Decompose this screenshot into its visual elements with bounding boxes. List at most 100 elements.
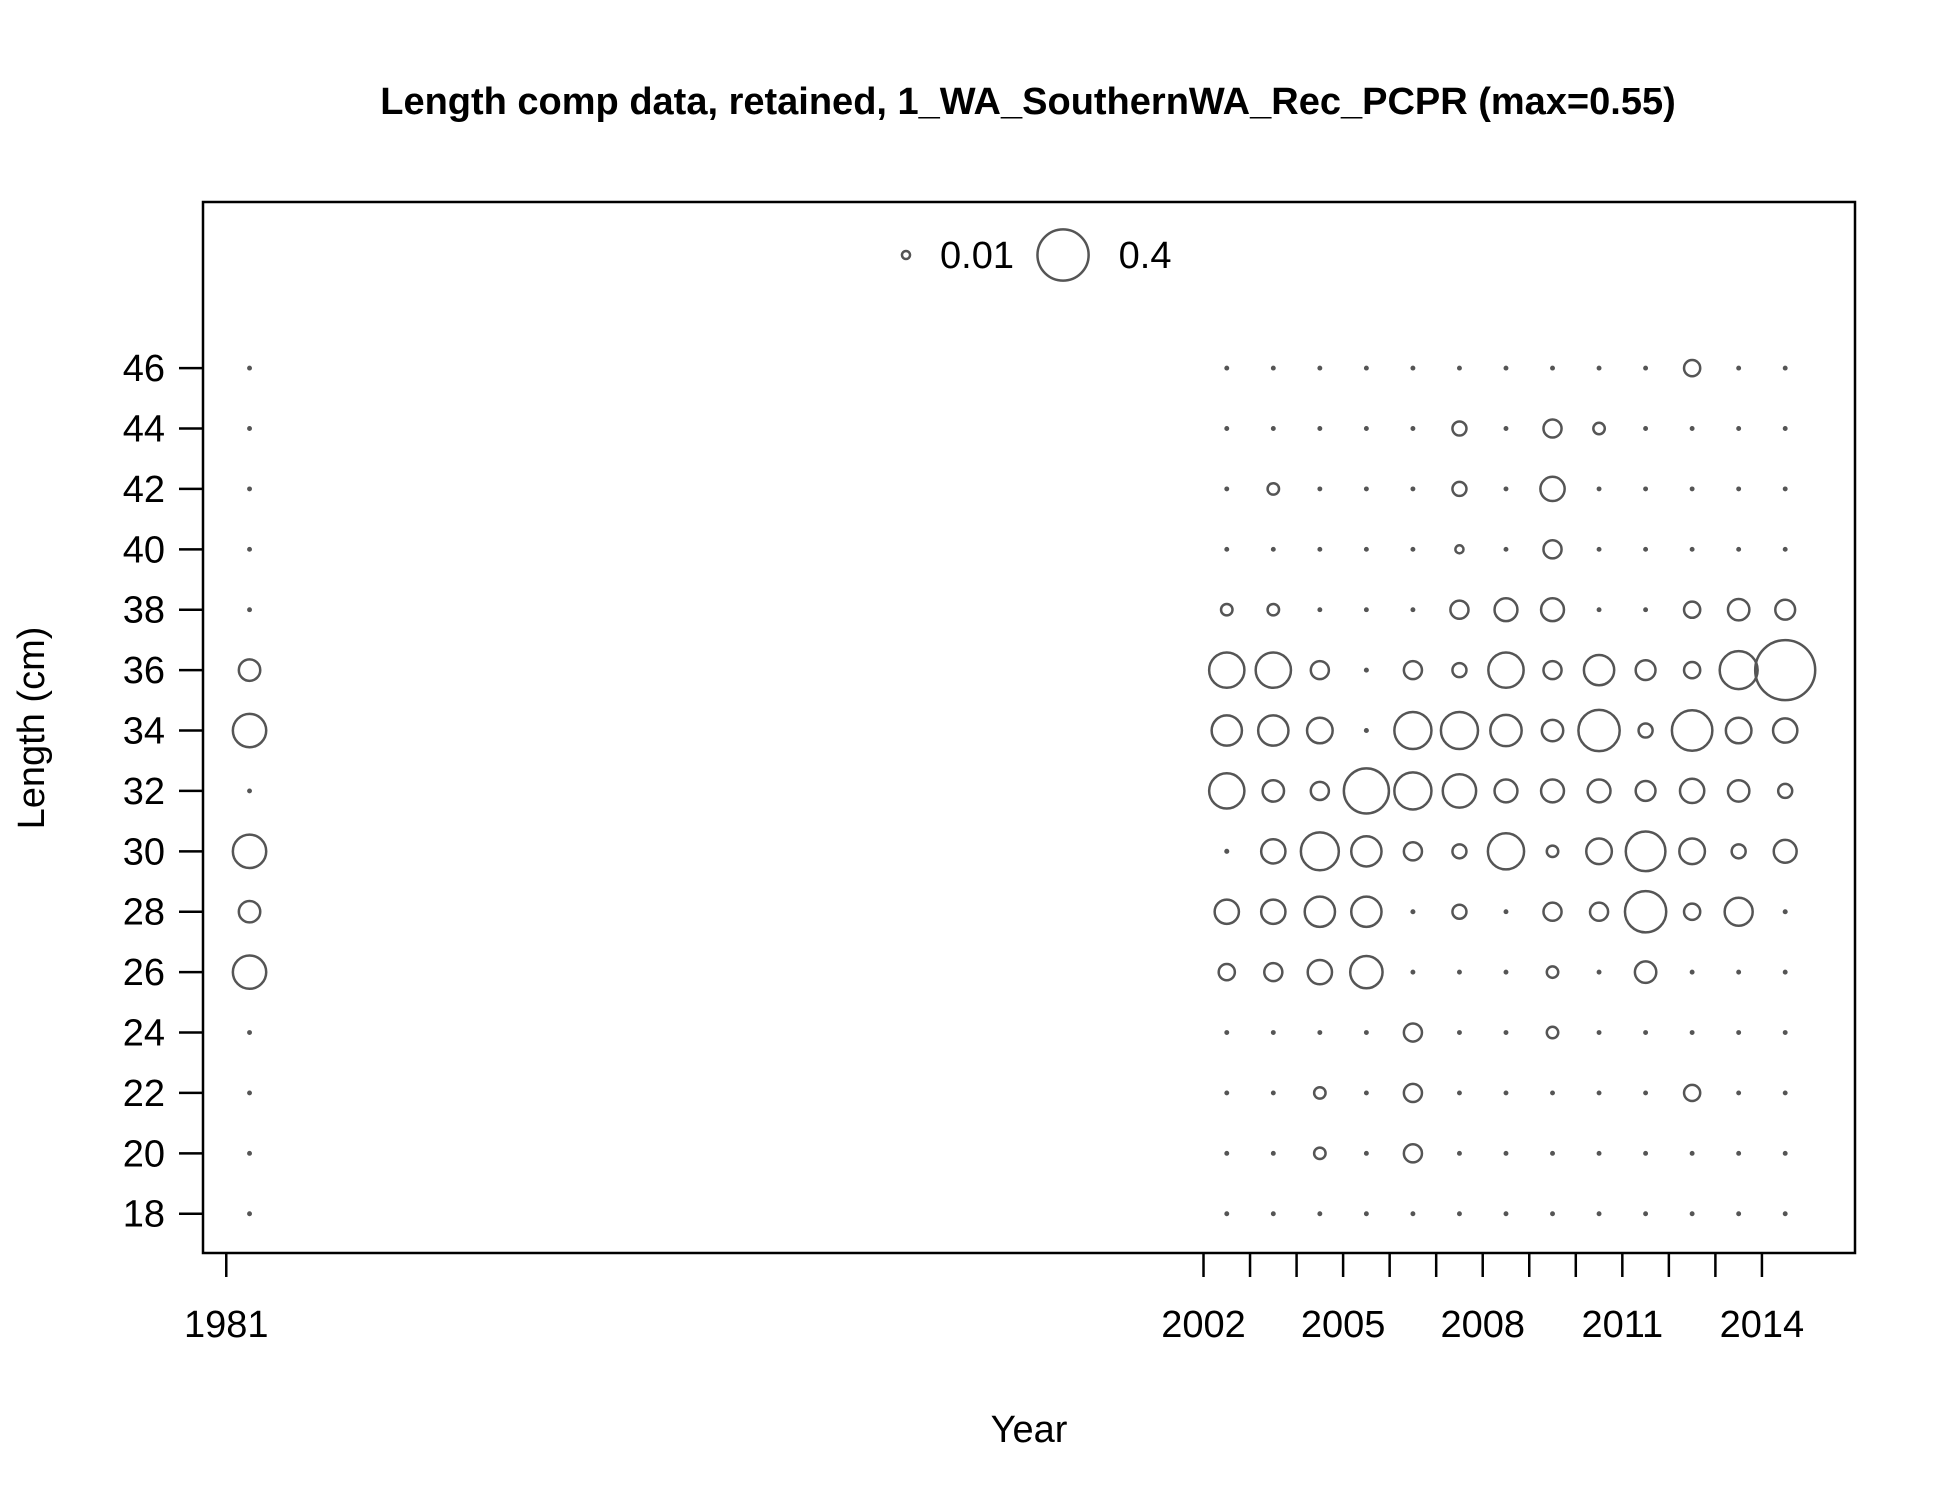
bubble-point — [1439, 710, 1480, 751]
bubble-point — [1402, 1143, 1424, 1164]
bubble-point — [1457, 1090, 1462, 1096]
bubble-point — [1451, 661, 1468, 679]
bubble-point — [1317, 486, 1323, 492]
bubble-point — [1486, 831, 1526, 871]
bubble-point — [1451, 420, 1468, 437]
bubble-point — [1457, 1211, 1462, 1217]
bubble-point — [1317, 365, 1323, 371]
bubble-point — [1503, 909, 1509, 915]
bubble-point — [1736, 426, 1742, 431]
y-axis-label: Length (cm) — [11, 627, 53, 830]
bubble-point — [1678, 837, 1707, 866]
bubble-point — [1782, 1211, 1788, 1217]
y-tick-label: 22 — [123, 1073, 165, 1115]
bubble-point — [1634, 779, 1657, 803]
bubble-point — [1410, 426, 1416, 431]
y-tick-label: 44 — [123, 409, 165, 451]
bubble-point — [1596, 365, 1602, 371]
bubble-point — [1363, 1211, 1369, 1217]
bubble-point — [1224, 1090, 1230, 1096]
y-tick-label: 34 — [123, 711, 165, 753]
bubble-point — [1539, 778, 1566, 804]
bubble-point — [1592, 421, 1607, 436]
bubble-point — [1550, 365, 1555, 371]
bubble-point — [1596, 1030, 1602, 1035]
bubble-point — [1363, 1150, 1369, 1156]
bubble-point — [1457, 365, 1462, 371]
bubble-point — [1772, 838, 1798, 865]
bubble-point — [1623, 889, 1668, 934]
x-tick-label: 2011 — [1581, 1304, 1663, 1346]
bubble-point — [1736, 1211, 1742, 1217]
bubble-point — [1596, 607, 1602, 613]
bubble-point — [247, 1030, 252, 1035]
x-tick-label: 2014 — [1720, 1304, 1805, 1346]
bubble-point — [1493, 778, 1519, 804]
bubble-point — [1539, 475, 1566, 503]
bubble-point — [1270, 365, 1276, 371]
bubble-point — [1410, 365, 1416, 371]
bubble-point — [1689, 1211, 1695, 1217]
bubble-point — [1410, 909, 1416, 915]
bubble-point — [237, 658, 262, 683]
bubble-point — [1317, 546, 1323, 552]
bubble-point — [1582, 653, 1616, 687]
bubble-point — [1550, 1150, 1555, 1156]
bubble-point — [1545, 844, 1560, 859]
bubble-point — [247, 365, 252, 371]
bubble-point — [231, 954, 268, 991]
bubble-point — [1259, 898, 1287, 926]
bubble-point — [1363, 426, 1369, 431]
bubble-point — [1402, 1022, 1424, 1043]
bubble-point — [1689, 1150, 1695, 1156]
bubble-point — [247, 788, 252, 794]
y-tick-label: 38 — [123, 590, 165, 632]
y-tick-label: 36 — [123, 650, 165, 692]
bubble-point — [1682, 902, 1702, 922]
x-tick-label: 2008 — [1440, 1304, 1525, 1346]
bubble-point — [1682, 600, 1702, 620]
bubble-point — [1782, 969, 1788, 975]
x-axis-label: Year — [991, 1409, 1068, 1451]
bubble-point — [1682, 1083, 1702, 1103]
bubble-point — [1451, 843, 1468, 860]
bubble-point — [1782, 426, 1788, 431]
bubble-point — [1402, 659, 1424, 681]
bubble-point — [237, 899, 262, 924]
bubble-point — [231, 833, 268, 870]
bubble-point — [1753, 638, 1817, 702]
bubble-point — [1393, 710, 1433, 751]
bubble-point — [1670, 709, 1714, 752]
bubble-point — [1503, 1090, 1509, 1096]
bubble-point — [1730, 843, 1747, 860]
bubble-point — [1224, 486, 1230, 492]
legend: 0.01 0.4 — [900, 228, 1171, 282]
bubble-point — [1363, 365, 1369, 371]
bubble-point — [247, 546, 252, 552]
bubble-point — [1349, 834, 1383, 868]
bubble-point — [1441, 772, 1478, 809]
bubble-point — [1782, 1150, 1788, 1156]
bubble-point — [1634, 658, 1657, 682]
bubble-point — [1349, 895, 1383, 929]
legend-bubble — [900, 249, 912, 261]
y-tick-label: 30 — [123, 831, 165, 873]
bubble-point — [1596, 546, 1602, 552]
bubble-point — [1503, 486, 1509, 492]
bubble-point — [1224, 848, 1230, 854]
bubble-point — [1457, 969, 1462, 975]
bubble-point — [1682, 358, 1702, 378]
bubble-point — [1402, 1082, 1424, 1104]
bubble-point — [1207, 772, 1246, 810]
legend-bubble — [1036, 228, 1090, 282]
bubble-point — [1410, 969, 1416, 975]
bubble-point — [1213, 898, 1241, 926]
bubble-point — [1503, 426, 1509, 431]
bubble-point — [1266, 481, 1281, 496]
bubble-point — [1305, 716, 1334, 745]
bubble-layer — [231, 358, 1817, 1217]
y-tick-label: 18 — [123, 1194, 165, 1236]
y-axis: 18 20 22 24 26 28 30 32 34 36 38 40 42 44 46 — [123, 348, 203, 1236]
bubble-point — [1726, 597, 1751, 622]
bubble-point — [1624, 830, 1667, 873]
